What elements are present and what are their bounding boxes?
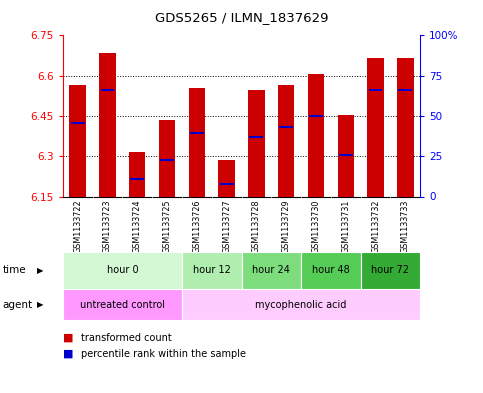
Text: ■: ■ bbox=[63, 349, 73, 359]
Bar bbox=[242, 252, 301, 289]
Bar bbox=[361, 252, 420, 289]
Bar bbox=[218, 160, 235, 196]
Bar bbox=[397, 58, 413, 196]
Bar bbox=[368, 58, 384, 196]
Bar bbox=[129, 152, 145, 196]
Text: time: time bbox=[2, 265, 26, 275]
Text: GSM1133723: GSM1133723 bbox=[103, 199, 112, 253]
Bar bbox=[279, 126, 293, 128]
Text: GSM1133725: GSM1133725 bbox=[163, 199, 171, 253]
Text: ▶: ▶ bbox=[37, 266, 43, 275]
Bar bbox=[398, 90, 412, 92]
Text: transformed count: transformed count bbox=[81, 333, 172, 343]
Bar bbox=[308, 74, 324, 196]
Bar bbox=[159, 120, 175, 196]
Bar bbox=[130, 178, 144, 180]
Text: untreated control: untreated control bbox=[80, 299, 165, 310]
Bar bbox=[63, 252, 182, 289]
Text: hour 12: hour 12 bbox=[193, 265, 231, 275]
Text: GSM1133730: GSM1133730 bbox=[312, 199, 320, 253]
Bar bbox=[63, 289, 182, 320]
Text: mycophenolic acid: mycophenolic acid bbox=[256, 299, 347, 310]
Text: GSM1133726: GSM1133726 bbox=[192, 199, 201, 253]
Bar bbox=[369, 90, 383, 92]
Bar bbox=[339, 154, 353, 156]
Bar bbox=[100, 90, 114, 92]
Text: hour 48: hour 48 bbox=[312, 265, 350, 275]
Bar bbox=[99, 53, 115, 196]
Text: GSM1133728: GSM1133728 bbox=[252, 199, 261, 253]
Bar bbox=[190, 132, 204, 134]
Text: hour 0: hour 0 bbox=[107, 265, 138, 275]
Bar bbox=[189, 88, 205, 196]
Bar bbox=[182, 252, 242, 289]
Text: GSM1133722: GSM1133722 bbox=[73, 199, 82, 253]
Bar bbox=[70, 85, 86, 196]
Bar bbox=[71, 122, 85, 124]
Text: GSM1133733: GSM1133733 bbox=[401, 199, 410, 253]
Text: hour 24: hour 24 bbox=[252, 265, 290, 275]
Text: percentile rank within the sample: percentile rank within the sample bbox=[81, 349, 246, 359]
Text: GSM1133729: GSM1133729 bbox=[282, 199, 291, 253]
Bar bbox=[301, 252, 361, 289]
Bar bbox=[309, 115, 323, 117]
Bar bbox=[160, 159, 174, 161]
Text: GSM1133724: GSM1133724 bbox=[133, 199, 142, 253]
Bar bbox=[182, 289, 420, 320]
Text: ▶: ▶ bbox=[37, 300, 43, 309]
Text: GSM1133727: GSM1133727 bbox=[222, 199, 231, 253]
Text: GSM1133732: GSM1133732 bbox=[371, 199, 380, 253]
Text: GDS5265 / ILMN_1837629: GDS5265 / ILMN_1837629 bbox=[155, 11, 328, 24]
Text: hour 72: hour 72 bbox=[371, 265, 410, 275]
Bar bbox=[338, 115, 354, 196]
Text: ■: ■ bbox=[63, 333, 73, 343]
Bar bbox=[248, 90, 265, 196]
Text: GSM1133731: GSM1133731 bbox=[341, 199, 350, 253]
Bar bbox=[249, 136, 263, 138]
Bar bbox=[220, 184, 234, 185]
Text: agent: agent bbox=[2, 299, 32, 310]
Bar bbox=[278, 85, 294, 196]
